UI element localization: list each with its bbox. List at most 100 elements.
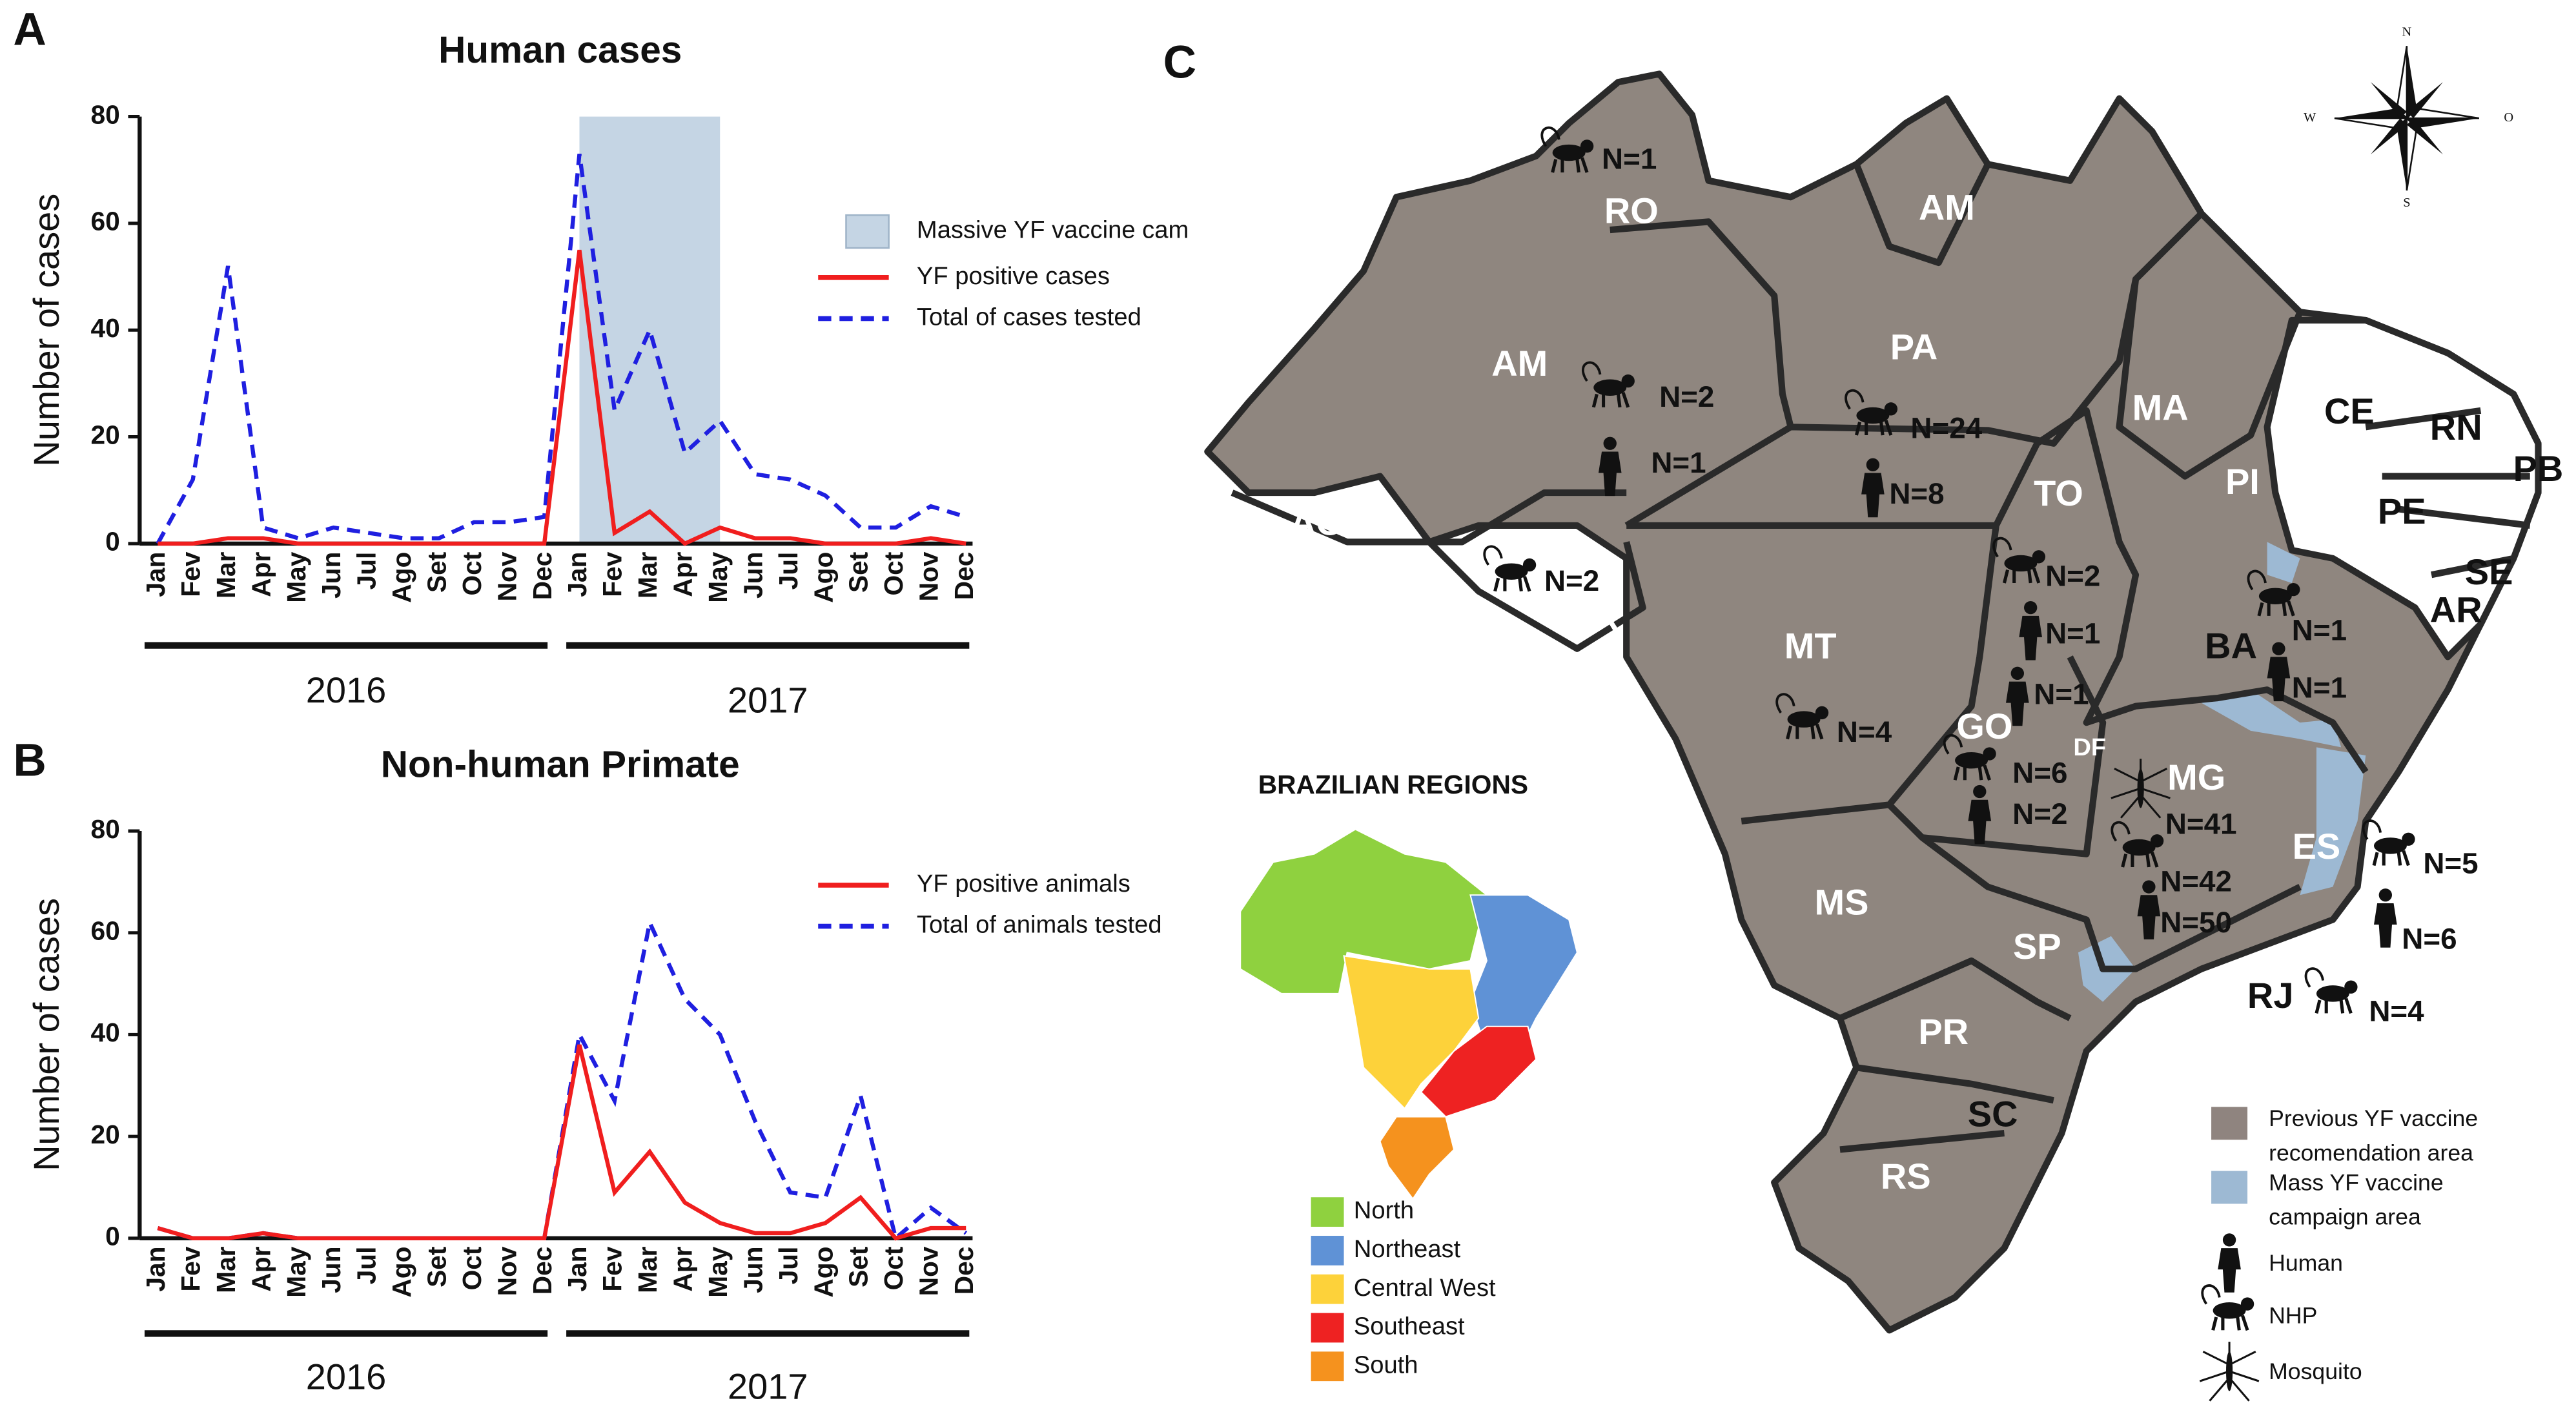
- x-tick-label: May: [703, 551, 733, 603]
- x-tick-label: Fev: [176, 551, 205, 597]
- state-label: PE: [2378, 491, 2426, 531]
- x-tick-label: Apr: [246, 1246, 276, 1291]
- panel-label: B: [13, 735, 46, 786]
- x-tick-label: Jun: [738, 552, 768, 599]
- case-count: N=4: [2369, 994, 2424, 1027]
- x-tick-label: Apr: [246, 551, 276, 597]
- region-label: North: [1354, 1196, 1414, 1224]
- y-tick-label: 40: [90, 1018, 119, 1047]
- x-tick-label: Set: [422, 1246, 451, 1287]
- compass: [2335, 46, 2479, 190]
- compass-letter: N: [2402, 25, 2412, 39]
- state-label: RN: [2430, 407, 2482, 447]
- x-tick-label: Ago: [808, 1247, 838, 1298]
- x-tick-label: Mar: [633, 1246, 662, 1293]
- case-count: N=2: [2045, 559, 2100, 592]
- case-count: N=1: [2034, 678, 2089, 711]
- y-tick-label: 60: [90, 207, 119, 236]
- series-line: [158, 250, 966, 544]
- y-tick-label: 20: [90, 420, 119, 449]
- case-count: N=6: [2012, 757, 2067, 790]
- y-tick-label: 20: [90, 1120, 119, 1149]
- y-axis-label: Number of cases: [26, 898, 66, 1171]
- state-label: SE: [2465, 551, 2513, 592]
- case-count: N=2: [1544, 564, 1599, 597]
- x-tick-label: Jun: [738, 1247, 768, 1293]
- x-tick-label: Nov: [492, 551, 522, 601]
- legend-label: Massive YF vaccine cam: [917, 216, 1189, 244]
- state-label: TO: [2034, 473, 2083, 513]
- x-tick-label: Oct: [879, 1246, 908, 1290]
- state-label: MS: [1815, 881, 1869, 922]
- series-line: [158, 923, 966, 1238]
- year-label: 2016: [306, 670, 387, 710]
- x-tick-label: Ago: [387, 552, 416, 603]
- state-label: AC: [1290, 502, 1342, 543]
- x-tick-label: Jan: [562, 1247, 592, 1292]
- case-count: N=1: [1651, 446, 1706, 479]
- y-tick-label: 0: [105, 1222, 120, 1251]
- state-label: PB: [2513, 448, 2564, 489]
- legend-swatch: [846, 215, 888, 248]
- case-count: N=1: [2045, 617, 2100, 650]
- figure: CROAMAMPAMACERNPBPIPETOACSEARRRBAMTGODFM…: [0, 0, 2576, 1414]
- x-tick-label: Jan: [141, 1247, 170, 1292]
- x-tick-label: Jun: [316, 552, 346, 599]
- series-line: [158, 154, 966, 543]
- map-legend-label: Mosquito: [2269, 1358, 2362, 1384]
- x-tick-label: Jul: [352, 1247, 382, 1285]
- region-map: [1240, 829, 1577, 1198]
- panel-label: A: [13, 5, 46, 56]
- x-tick-label: May: [281, 1246, 311, 1298]
- state-label: DF: [2073, 733, 2106, 761]
- map-legend-label: campaign area: [2269, 1204, 2421, 1230]
- x-tick-label: Mar: [211, 551, 241, 599]
- x-tick-label: May: [703, 1246, 733, 1298]
- x-tick-label: Fev: [598, 1246, 628, 1291]
- page: {"chart_data": [ {"type": "line", "panel…: [0, 0, 2576, 1414]
- region-swatch: [1311, 1313, 1344, 1343]
- x-tick-label: Jan: [141, 552, 170, 597]
- state-label: MG: [2167, 757, 2225, 797]
- legend-label: YF positive animals: [917, 870, 1130, 897]
- chart-title: Human cases: [438, 29, 682, 71]
- state-label: PA: [1890, 327, 1938, 367]
- x-tick-label: Jul: [352, 552, 382, 590]
- x-tick-label: Set: [422, 551, 451, 593]
- region-swatch: [1311, 1351, 1344, 1381]
- panel-label: C: [1163, 37, 1196, 88]
- case-count: N=50: [2160, 906, 2232, 939]
- legend-label: Total of cases tested: [917, 303, 1141, 331]
- state-label: SP: [2013, 926, 2061, 967]
- state-label: PI: [2225, 461, 2260, 502]
- x-tick-label: Ago: [808, 552, 838, 603]
- state-label: AM: [1919, 187, 1975, 227]
- compass-letter: O: [2504, 110, 2513, 125]
- campaign-band: [579, 117, 720, 544]
- region-swatch: [1311, 1275, 1344, 1304]
- region-south: [1380, 1117, 1455, 1199]
- legend-swatch: [2211, 1107, 2247, 1140]
- x-tick-label: Ago: [387, 1247, 416, 1298]
- state-label: RS: [1881, 1156, 1931, 1196]
- year-label: 2017: [728, 1366, 808, 1407]
- x-tick-label: Fev: [598, 551, 628, 597]
- state-label: PR: [1918, 1011, 1968, 1052]
- x-tick-label: Oct: [457, 551, 487, 595]
- legend-swatch: [2211, 1171, 2247, 1204]
- case-count: N=6: [2402, 923, 2457, 956]
- state-label: SC: [1968, 1093, 2018, 1134]
- state-label: AR: [2430, 589, 2482, 630]
- state-label: ES: [2293, 826, 2341, 866]
- x-tick-label: Apr: [668, 551, 698, 597]
- chart-title: Non-human Primate: [381, 743, 740, 785]
- state-label: AM: [1491, 343, 1548, 384]
- y-tick-label: 60: [90, 916, 119, 945]
- case-count: N=1: [2292, 613, 2347, 646]
- region-label: Northeast: [1354, 1235, 1461, 1263]
- legend-label: YF positive cases: [917, 262, 1110, 290]
- map-legend-label: Previous YF vaccine: [2269, 1105, 2478, 1131]
- x-tick-label: Dec: [527, 552, 557, 600]
- region-swatch: [1311, 1197, 1344, 1227]
- legend-label: Total of animals tested: [917, 911, 1162, 939]
